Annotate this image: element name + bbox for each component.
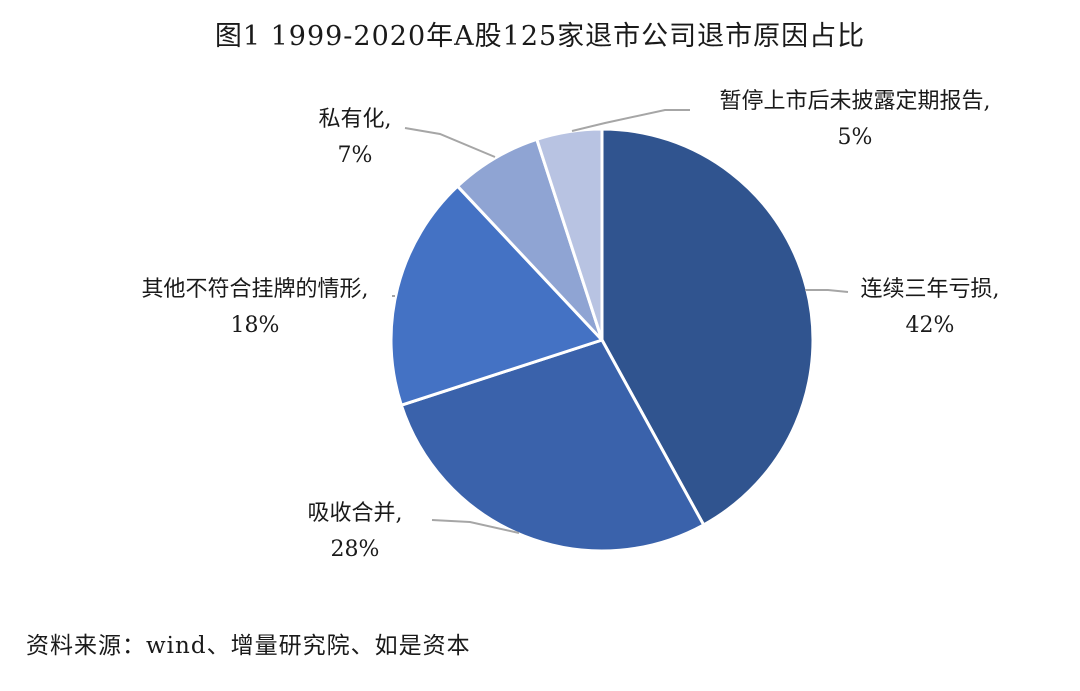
- chart-title: 图1 1999-2020年A股125家退市公司退市原因占比: [214, 21, 866, 52]
- slice-value-label: 18%: [231, 313, 280, 338]
- slice-category-label: 吸收合并,: [308, 501, 403, 526]
- pie-slice-2: [399, 338, 706, 553]
- slice-value-label: 7%: [338, 143, 373, 168]
- pie-slices: [389, 127, 815, 553]
- slice-category-label: 暂停上市后未披露定期报告,: [720, 89, 991, 114]
- pie-slice-3: [389, 184, 604, 407]
- pie-slice-5: [535, 127, 604, 342]
- leader-line-2: [431, 519, 520, 534]
- pie-slice-1: [600, 127, 815, 527]
- slice-category-label: 私有化,: [319, 107, 392, 132]
- leader-line-4: [404, 127, 496, 158]
- slice-value-label: 42%: [906, 313, 955, 338]
- slice-category-label: 连续三年亏损,: [861, 277, 1000, 302]
- slice-value-label: 5%: [838, 125, 873, 150]
- slice-category-label: 其他不符合挂牌的情形,: [142, 277, 369, 302]
- leader-line-1: [805, 289, 849, 293]
- slice-value-label: 28%: [331, 537, 380, 562]
- slice-labels: 连续三年亏损, 42% 吸收合并, 28% 其他不符合挂牌的情形, 18% 私有化, 7% 暂停…: [142, 89, 1000, 562]
- leader-lines: [392, 109, 849, 534]
- source-note: 资料来源：wind、增量研究院、如是资本: [26, 633, 471, 659]
- leader-line-5: [571, 109, 690, 132]
